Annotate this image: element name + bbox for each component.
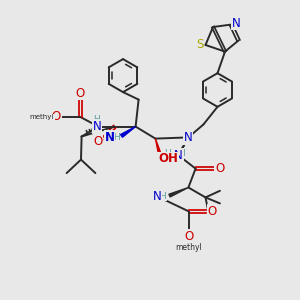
- Text: methyl: methyl: [176, 243, 203, 252]
- Text: S: S: [196, 38, 204, 52]
- Text: N: N: [92, 120, 101, 133]
- Polygon shape: [169, 188, 188, 197]
- Text: H: H: [178, 149, 184, 158]
- Text: O: O: [52, 110, 61, 124]
- Polygon shape: [155, 139, 162, 157]
- Text: N: N: [232, 16, 241, 30]
- Text: OH: OH: [158, 152, 178, 166]
- Text: O: O: [94, 135, 103, 148]
- Text: H: H: [164, 149, 170, 158]
- Text: O: O: [208, 205, 217, 218]
- Text: H: H: [160, 192, 166, 201]
- Text: N: N: [152, 190, 161, 203]
- Text: H: H: [94, 116, 100, 124]
- Text: methyl: methyl: [30, 114, 54, 120]
- Text: H: H: [113, 133, 120, 142]
- Text: N: N: [174, 149, 183, 162]
- Text: O: O: [184, 230, 194, 243]
- Polygon shape: [121, 127, 136, 137]
- Text: O: O: [215, 162, 224, 175]
- Text: O: O: [76, 86, 85, 100]
- Text: N: N: [184, 131, 193, 144]
- Text: N: N: [104, 130, 115, 144]
